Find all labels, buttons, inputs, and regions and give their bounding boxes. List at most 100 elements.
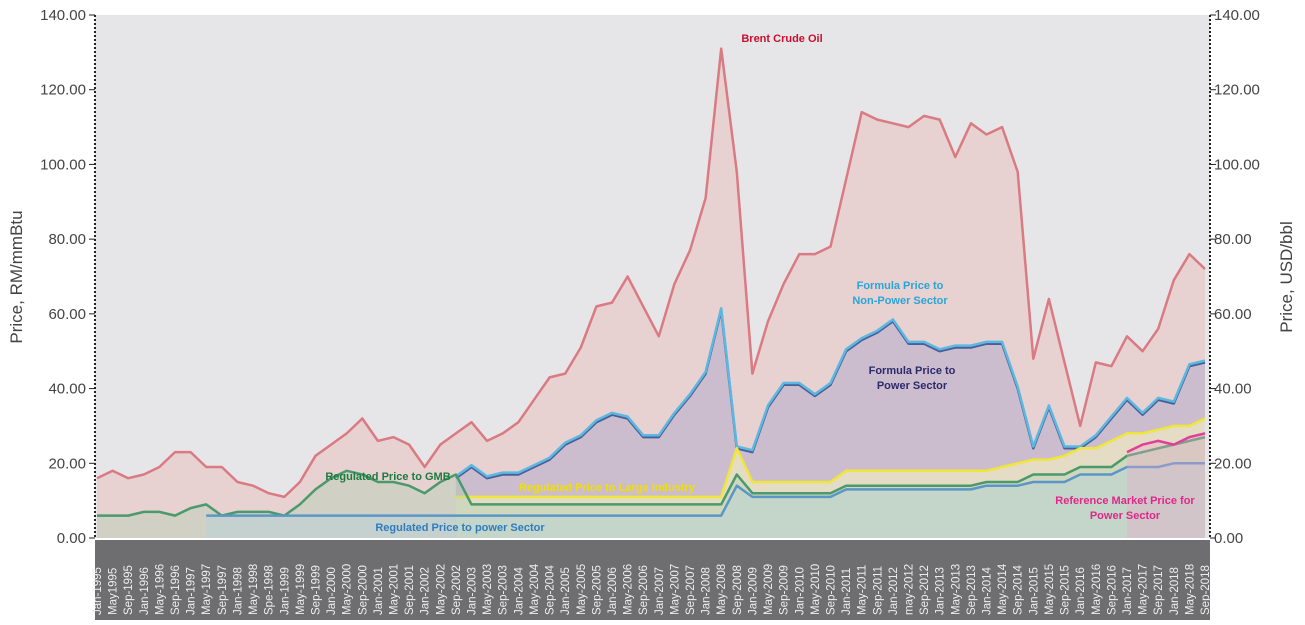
series-area — [206, 463, 1205, 538]
x-tick-label: Jan-2006 — [607, 567, 619, 615]
y-tick-label: 20.00 — [48, 455, 86, 472]
x-tick-label: Sep-2010 — [825, 565, 837, 615]
y-tick-label: 60.00 — [48, 306, 86, 323]
series-line — [455, 307, 1206, 478]
x-tick-label: Jan-2013 — [935, 567, 947, 615]
x-tick-label: May-1998 — [248, 564, 260, 615]
series-area — [97, 437, 1205, 538]
x-tick-label: Jan-2016 — [1075, 567, 1087, 615]
x-tick-label: Sep-2000 — [357, 565, 369, 615]
x-tick-label: Sep-2005 — [591, 565, 603, 615]
x-tick-label: Jan-1998 — [232, 567, 244, 615]
x-tick-label: Spe-1998 — [264, 565, 276, 615]
y-tick-label: 80.00 — [48, 231, 86, 248]
x-tick-label: Sep-1999 — [310, 565, 322, 615]
x-tick-label: Jan-1996 — [139, 567, 151, 615]
series-label-line: Reference Market Price for — [1055, 495, 1195, 507]
series-label: Regulated Price to power Sector — [375, 522, 545, 534]
series-label-line: Power Sector — [1090, 510, 1161, 522]
series-label: Formula Price to Non-Power Sector — [852, 280, 948, 307]
series-label-line: Regulated Price to GMB — [325, 471, 450, 483]
x-tick-label: Sep-2004 — [545, 565, 557, 615]
x-tick-label: Sep-2012 — [919, 565, 931, 615]
y2-tick-label: 60.00 — [1214, 306, 1252, 323]
x-tick-label: May-1996 — [154, 564, 166, 615]
x-tick-label: Sep-1995 — [123, 565, 135, 615]
x-tick-label: Sep-2007 — [685, 565, 697, 615]
x-tick-label: May-1999 — [295, 564, 307, 615]
series-label-line: Non-Power Sector — [852, 295, 948, 307]
x-tick-label: Sep-2001 — [404, 565, 416, 615]
x-tick-label: May-2018 — [1184, 564, 1196, 615]
y2-tick-label: 100.00 — [1214, 156, 1260, 173]
y2-tick-label: 120.00 — [1214, 82, 1260, 99]
series-label-line: Formula Price to — [869, 365, 956, 377]
series-label: Regulated Price to GMB — [325, 471, 450, 483]
x-tick-label: May-2002 — [435, 564, 447, 615]
series-area — [1127, 433, 1205, 538]
x-tick-label: Sep-2011 — [872, 566, 884, 615]
series-line — [96, 47, 1206, 499]
plot-area — [95, 15, 1210, 538]
y-tick-label: 0.00 — [57, 530, 86, 547]
x-tick-label: Jan-2002 — [420, 567, 432, 615]
x-tick-label: Jan-2004 — [513, 566, 525, 615]
x-tick-label: Sep-2009 — [779, 565, 791, 615]
x-tick-label: Jan-1999 — [279, 567, 291, 615]
x-tick-label: Jan-2018 — [1169, 567, 1181, 615]
x-tick-label: Jan-2015 — [1028, 567, 1040, 615]
x-tick-label: Jan-2005 — [560, 567, 572, 615]
x-tick-label: Sep-2008 — [732, 565, 744, 615]
x-tick-label: Jan-2014 — [982, 566, 994, 615]
x-tick-label: Sep-2002 — [451, 565, 463, 615]
x-tick-label: Sep-2013 — [966, 565, 978, 615]
x-tick-label: May-2001 — [389, 564, 401, 615]
series-label-line: Regulated Price to Large Industry — [519, 482, 696, 494]
y2-tick-label: 40.00 — [1214, 381, 1252, 398]
x-tick-label: Jan-2017 — [1122, 567, 1134, 615]
series-label-line: Power Sector — [877, 380, 948, 392]
x-tick-label: Sep-2014 — [1013, 565, 1025, 615]
x-tick-label: May-2010 — [810, 564, 822, 615]
x-tick-label: Jan-2003 — [467, 567, 479, 615]
x-tick-label: Sep-2003 — [498, 565, 510, 615]
x-tick-label: Jan-2000 — [326, 567, 338, 615]
series-area — [97, 48, 1205, 538]
x-tick-label: Sep-2017 — [1153, 565, 1165, 615]
x-tick-label: Sep-2015 — [1060, 565, 1072, 615]
x-tick-label: Sep-1997 — [217, 565, 229, 615]
x-tick-label: May-2007 — [669, 564, 681, 615]
x-axis-band — [95, 540, 1210, 620]
series-line — [455, 417, 1206, 499]
x-tick-label: Sep-1996 — [170, 565, 182, 615]
y2-tick-label: 20.00 — [1214, 455, 1252, 472]
x-tick-label: Jan-1997 — [186, 567, 198, 615]
y2-tick-label: 80.00 — [1214, 231, 1252, 248]
y-axis-title: Price, RM/mmBtu — [7, 210, 26, 343]
series-label: Brent Crude Oil — [741, 33, 822, 45]
x-tick-label: Sep-2018 — [1200, 565, 1212, 615]
x-tick-label: Sep-2006 — [638, 565, 650, 615]
y-tick-label: 40.00 — [48, 381, 86, 398]
x-tick-label: May-2005 — [576, 564, 588, 615]
x-tick-label: May-2016 — [1091, 564, 1103, 615]
x-tick-label: Jan-2008 — [701, 567, 713, 615]
series-label-line: Formula Price to — [857, 280, 944, 292]
series-label: Formula Price to Power Sector — [869, 365, 956, 392]
y2-tick-label: 140.00 — [1214, 7, 1260, 24]
x-tick-label: May-2003 — [482, 564, 494, 615]
x-tick-label: Sep-2016 — [1106, 565, 1118, 615]
x-tick-label: May-2013 — [950, 564, 962, 615]
x-tick-label: Jan-2007 — [654, 567, 666, 615]
series-label: Regulated Price to Large Industry — [519, 482, 696, 494]
x-tick-label: May-2006 — [623, 564, 635, 615]
x-tick-label: May-2017 — [1138, 564, 1150, 615]
x-tick-label: Jan-1995 — [92, 567, 104, 615]
series-line — [1126, 432, 1206, 454]
y2-axis-title: Price, USD/bbl — [1277, 221, 1296, 332]
x-tick-label: Jan-2010 — [794, 567, 806, 615]
x-tick-label: May-2008 — [716, 564, 728, 615]
x-tick-label: Jan-2012 — [888, 567, 900, 615]
x-tick-label: Jan-2001 — [373, 567, 385, 615]
x-tick-label: May1995 — [108, 568, 120, 615]
